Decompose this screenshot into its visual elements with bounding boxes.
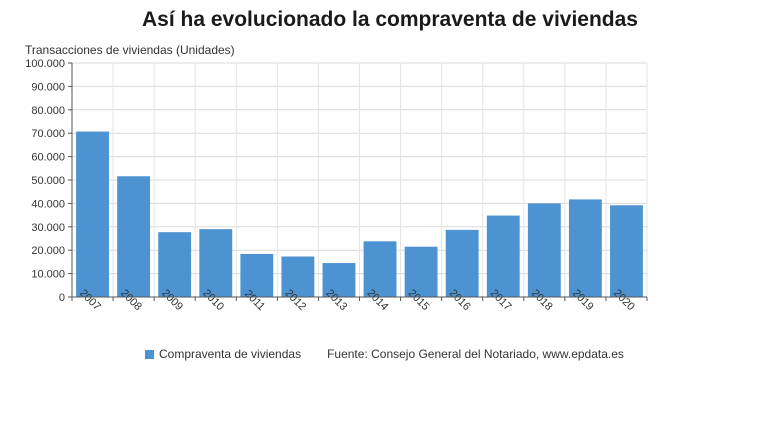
y-tick-label: 50.000 (31, 175, 65, 187)
bar-2011 (240, 253, 274, 297)
source-note: Fuente: Consejo General del Notariado, w… (327, 347, 624, 361)
bar-2010 (199, 229, 233, 297)
y-tick-label: 80.000 (31, 105, 65, 117)
y-tick-label: 20.000 (31, 245, 65, 257)
bar-2013 (322, 263, 356, 297)
y-tick-label: 70.000 (31, 128, 65, 140)
bar-2008 (117, 176, 151, 297)
legend-swatch (145, 349, 154, 359)
legend-label: Compraventa de viviendas (159, 347, 302, 361)
y-axis-ticks: 0 10.000 20.000 30.000 40.000 50.000 60.000 70.… (25, 58, 72, 304)
bar-2020 (610, 205, 643, 297)
y-axis-title: Transacciones de viviendas (Unidades) (25, 43, 235, 57)
y-tick-label: 60.000 (31, 152, 65, 164)
bar-2017 (486, 215, 520, 297)
y-tick-label: 90.000 (31, 81, 65, 93)
y-tick-label: 0 (59, 292, 65, 304)
bar-2016 (445, 229, 479, 297)
bars (76, 131, 643, 297)
legend: Compraventa de viviendas Fuente: Consejo… (145, 347, 624, 361)
bar-2014 (363, 241, 397, 297)
bar-2009 (158, 232, 192, 297)
chart-title: Así ha evolucionado la compraventa de vi… (141, 8, 638, 31)
y-tick-label: 10.000 (31, 269, 65, 281)
y-tick-label: 100.000 (25, 58, 65, 70)
y-tick-label: 30.000 (31, 222, 65, 234)
bar-2012 (281, 256, 315, 297)
bar-2019 (568, 199, 602, 297)
bar-2007 (76, 131, 109, 297)
bar-2018 (527, 203, 561, 297)
bar-2015 (404, 246, 438, 297)
y-tick-label: 40.000 (31, 198, 65, 210)
